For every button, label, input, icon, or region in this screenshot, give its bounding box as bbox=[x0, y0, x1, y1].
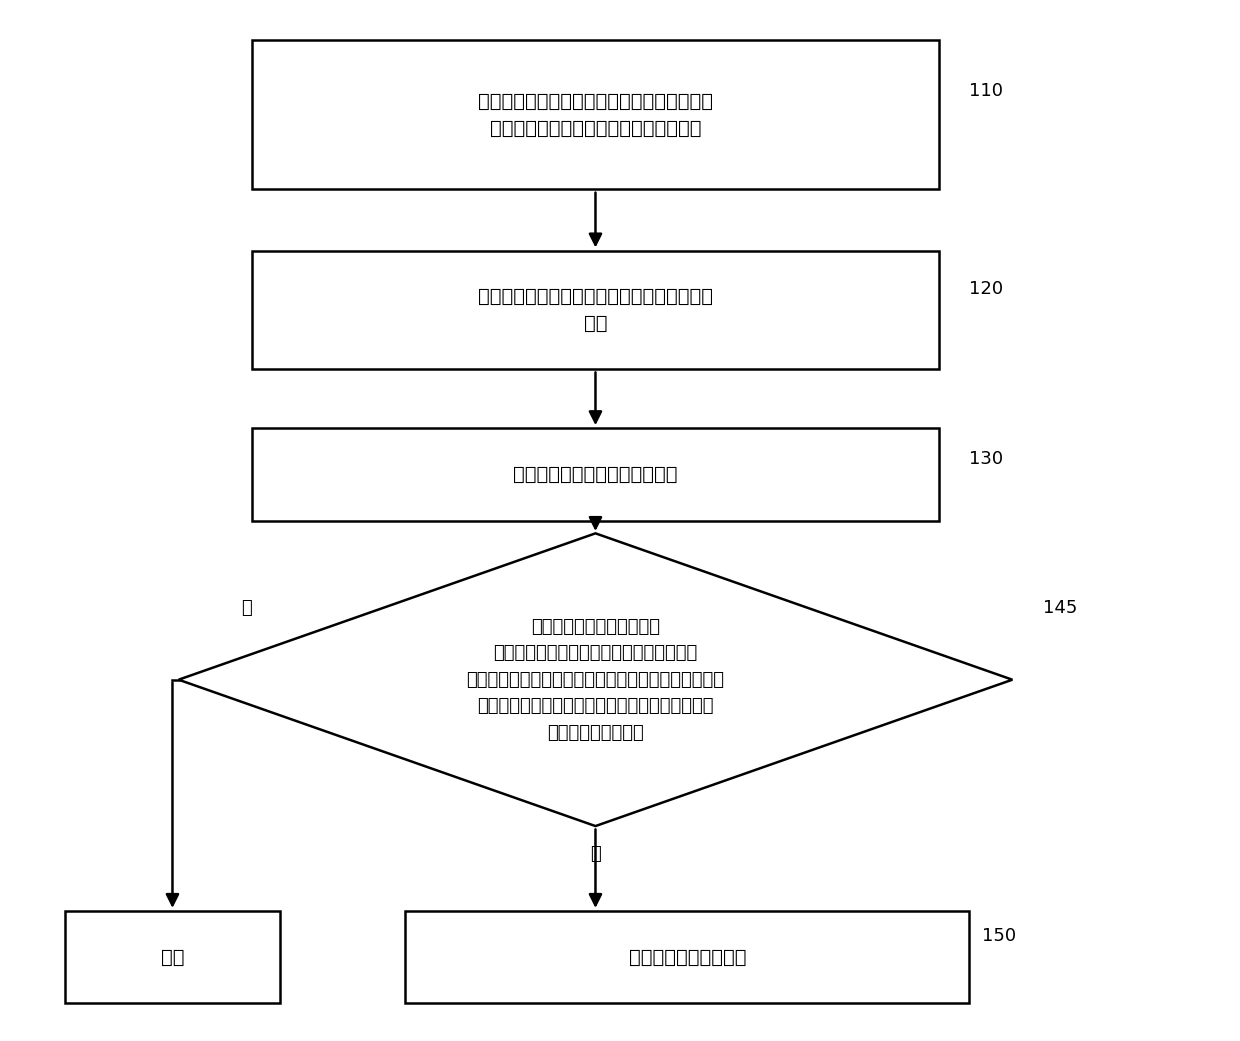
Text: 将单个细胞群中细胞的位置
坐标与单个细胞群的细胞种类输入第一神经
网络模型，通过第一神经网络模型判断单个细胞群中是
否存在细胞的位置坐标不处于该细胞群的细胞种类: 将单个细胞群中细胞的位置 坐标与单个细胞群的细胞种类输入第一神经 网络模型，通过… bbox=[466, 618, 724, 741]
Text: 确定该细胞群为异常群: 确定该细胞群为异常群 bbox=[629, 947, 746, 966]
Text: 识别多个细胞群各自的细胞种类: 识别多个细胞群各自的细胞种类 bbox=[513, 464, 678, 484]
FancyBboxPatch shape bbox=[252, 41, 939, 189]
Polygon shape bbox=[179, 533, 1012, 827]
FancyBboxPatch shape bbox=[66, 911, 280, 1004]
Text: 120: 120 bbox=[970, 280, 1003, 299]
Text: 否: 否 bbox=[241, 599, 252, 617]
Text: 结束: 结束 bbox=[161, 947, 185, 966]
Text: 获取流式样本中每个细胞在以细胞表面不同抗
原分子量为坐标轴的坐标系中的位置坐标: 获取流式样本中每个细胞在以细胞表面不同抗 原分子量为坐标轴的坐标系中的位置坐标 bbox=[477, 92, 713, 137]
Text: 145: 145 bbox=[1043, 599, 1078, 617]
Text: 根据位置坐标将流式样本中的细胞分为多个细
胞群: 根据位置坐标将流式样本中的细胞分为多个细 胞群 bbox=[477, 287, 713, 333]
Text: 110: 110 bbox=[970, 82, 1003, 100]
Text: 是: 是 bbox=[590, 845, 601, 863]
FancyBboxPatch shape bbox=[405, 911, 970, 1004]
FancyBboxPatch shape bbox=[252, 428, 939, 520]
FancyBboxPatch shape bbox=[252, 251, 939, 369]
Text: 150: 150 bbox=[982, 928, 1016, 945]
Text: 130: 130 bbox=[970, 450, 1003, 467]
